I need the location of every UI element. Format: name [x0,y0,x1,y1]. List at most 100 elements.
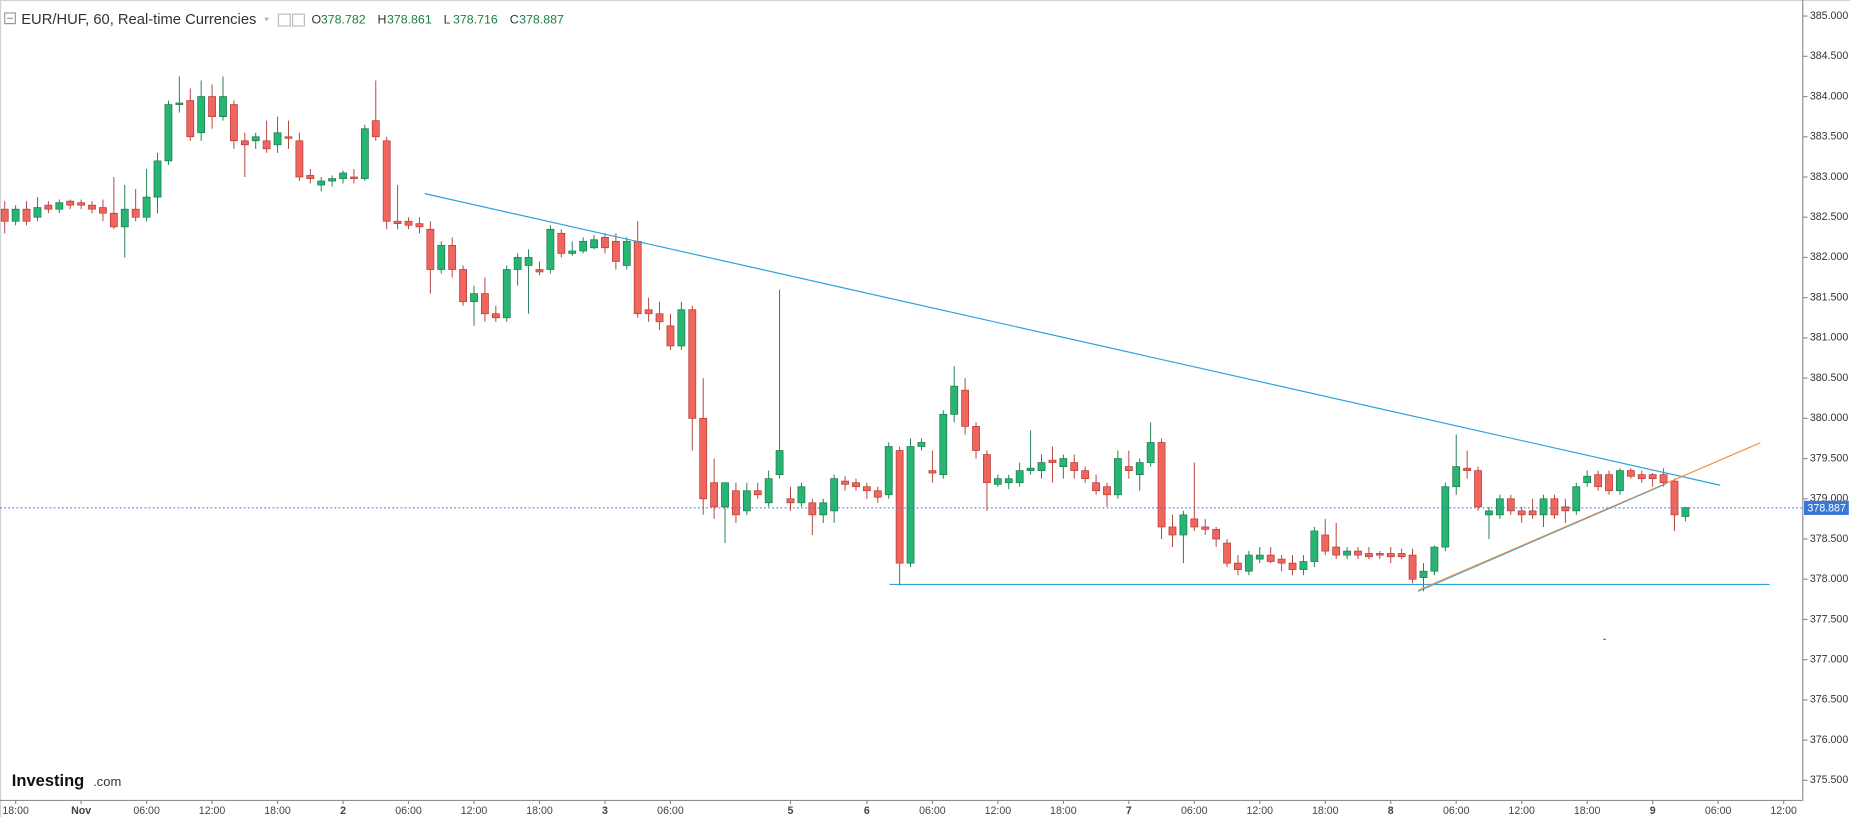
candle-body [164,104,173,162]
candle-body [546,228,555,270]
candle-body [557,232,566,254]
candle-body [240,140,249,146]
candle-body [1004,478,1013,484]
candle-body [1048,459,1057,463]
candle-body [830,478,839,512]
candle-body [1343,550,1351,556]
x-tick-label: 9 [1650,805,1656,817]
x-tick-label: 12:00 [1770,805,1797,817]
candle-body [88,204,96,210]
candle-body [524,257,533,266]
candle-body [1616,470,1624,492]
candle-body [360,128,369,179]
candle-body [317,180,326,186]
candle-body [764,478,773,504]
candle-body [852,482,860,488]
candle-body [502,269,511,319]
y-tick-label: 378.500 [1810,533,1848,545]
rising-trendline[interactable] [1417,442,1761,591]
rising-trendline-overlay [1418,483,1667,592]
ohlc-value: 378.861 [387,12,432,26]
candle-body [983,454,991,484]
y-tick-label: 380.000 [1810,412,1848,424]
candle-body [131,208,140,218]
x-tick-label: 06:00 [919,805,946,817]
candle-body [1648,474,1657,480]
candle-body [906,446,915,564]
ohlc-key: L [444,12,451,26]
candle-body [611,240,620,262]
candle-body [1550,498,1559,516]
y-tick-label: 377.000 [1810,653,1848,665]
candle-body [1277,558,1286,564]
candle-body [175,102,184,105]
candle-body [1070,462,1079,471]
candle-body [721,482,729,508]
x-tick-label: 3 [602,805,608,817]
candle-body [295,140,304,178]
x-tick-label: 18:00 [1050,805,1077,817]
x-tick-label: 18:00 [264,805,291,817]
candle-body [22,208,31,222]
candle-body [1026,467,1035,471]
candle-body [1561,506,1570,512]
y-tick-label: 379.500 [1810,452,1848,464]
candle-body [1223,542,1231,564]
candle-body [262,140,271,150]
icon[interactable] [277,13,291,27]
candle-body [142,196,151,218]
candle-body [775,450,784,476]
candle-body [1157,442,1166,528]
candle-body [513,257,522,270]
candle-body [1397,553,1406,558]
x-tick-label: 12:00 [199,805,226,817]
x-tick-label: Nov [71,805,91,817]
candle-body [1212,529,1221,540]
x-tick-label: 06:00 [1443,805,1470,817]
candle-body [197,96,206,134]
candle-body [1583,475,1592,484]
collapse-icon[interactable] [4,12,16,25]
candle-body [99,207,107,214]
candle-body [873,490,882,498]
candle-body [742,490,751,512]
candle-body [1419,570,1428,578]
candle-body [1572,486,1581,512]
y-tick-label: 378.000 [1810,573,1848,585]
candle-body [0,208,9,222]
x-tick-label: 18:00 [1312,805,1339,817]
candle-body [371,120,380,138]
candle-body [710,482,718,508]
last-price: 378.887 [0,500,1849,515]
candle-body [1103,486,1111,496]
x-tick-label: 06:00 [395,805,422,817]
x-tick-label: 12:00 [461,805,488,817]
trendline[interactable] [424,193,1721,486]
candle-body [666,325,675,347]
candle-body [590,239,598,249]
y-tick-label: 382.000 [1810,251,1848,263]
candle-body [1146,442,1155,463]
candle-body [1310,530,1319,562]
candle-body [1485,510,1493,516]
ohlc: O 378.782 H 378.861 L 378.716 C 378.887 [311,12,563,26]
candle-body [1299,561,1308,570]
candle-body [841,480,849,485]
candle-body [1288,562,1297,570]
candle-body [1386,553,1395,558]
x-tick-label: 06:00 [1705,805,1732,817]
last-price-label: 378.887 [1808,502,1846,514]
candle-body [732,490,740,516]
dropdown-caret[interactable] [264,17,270,22]
icon[interactable] [292,13,305,27]
candle-body [1605,474,1613,492]
candle-body [950,385,959,415]
candle-body [1234,562,1242,570]
candle-body [862,486,871,492]
candle-body [1365,553,1373,558]
candle-body [404,220,413,226]
candle-body [1474,470,1482,508]
x-tick-label: 2 [340,805,346,817]
